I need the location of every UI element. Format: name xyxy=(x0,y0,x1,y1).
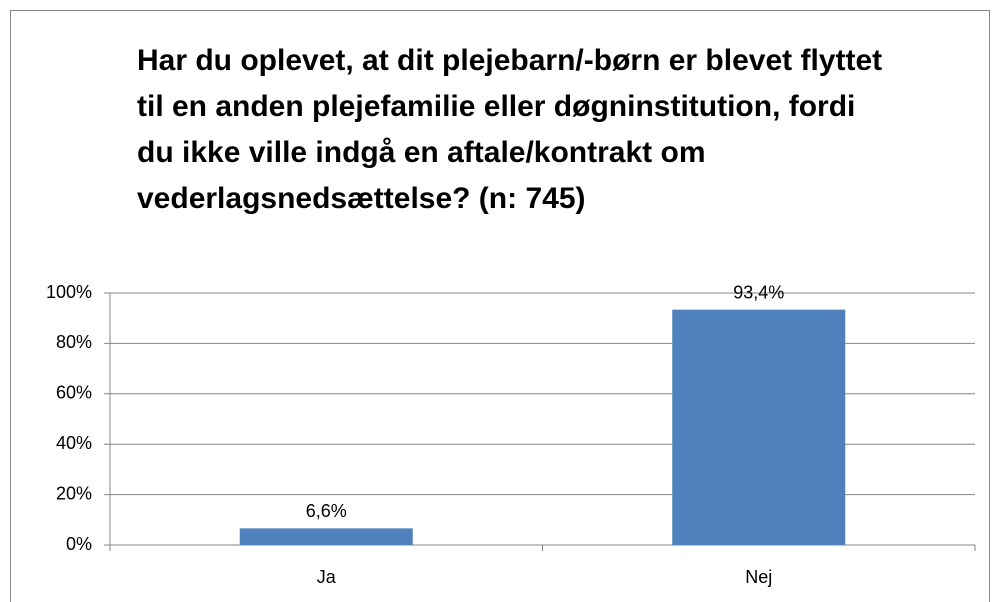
bar xyxy=(672,309,846,545)
chart-title: Har du oplevet, at dit plejebarn/-børn e… xyxy=(137,44,883,215)
x-tick-label: Nej xyxy=(745,567,772,587)
bar xyxy=(239,528,413,545)
y-tick-label: 60% xyxy=(56,383,92,403)
x-tick-label: Ja xyxy=(317,567,337,587)
y-tick-label: 40% xyxy=(56,433,92,453)
data-label: 6,6% xyxy=(306,501,347,521)
y-tick-label: 80% xyxy=(56,332,92,352)
y-tick-label: 20% xyxy=(56,483,92,503)
data-label: 93,4% xyxy=(733,282,784,302)
chart-border xyxy=(10,10,990,602)
y-tick-label: 0% xyxy=(66,534,92,554)
y-tick-label: 100% xyxy=(46,282,92,302)
